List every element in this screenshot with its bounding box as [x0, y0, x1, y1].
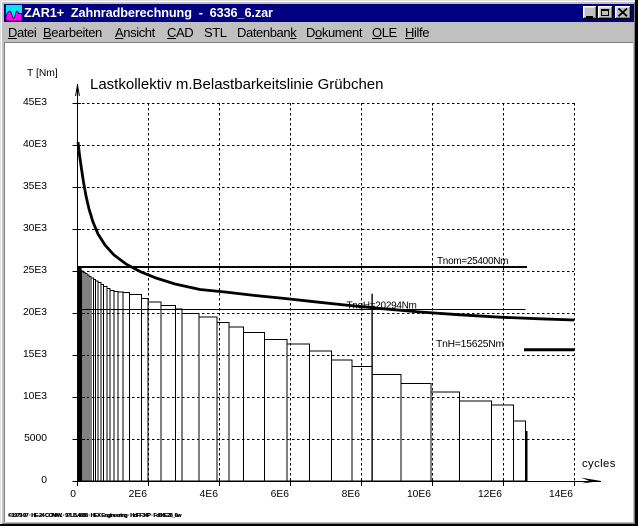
- svg-text:T [Nm]: T [Nm]: [27, 68, 58, 79]
- svg-text:25E3: 25E3: [23, 265, 47, 276]
- svg-text:Lastkollektiv m.Belastbarkeits: Lastkollektiv m.Belastbarkeitslinie Grüb…: [90, 76, 383, 93]
- svg-text:40E3: 40E3: [23, 139, 47, 150]
- svg-text:10E6: 10E6: [407, 489, 431, 500]
- svg-text:cycles: cycles: [582, 458, 616, 470]
- svg-text:Tnom=25400Nm: Tnom=25400Nm: [437, 256, 508, 267]
- svg-text:2E6: 2E6: [129, 489, 148, 500]
- svg-text:TnqH=20294Nm: TnqH=20294Nm: [347, 301, 417, 312]
- svg-text:0: 0: [70, 489, 76, 500]
- svg-text:12E6: 12E6: [478, 489, 502, 500]
- svg-text:5000: 5000: [24, 433, 47, 444]
- svg-text:6E6: 6E6: [271, 489, 290, 500]
- svg-text:45E3: 45E3: [23, 97, 47, 108]
- svg-text:0: 0: [41, 475, 47, 486]
- svg-text:TnH=15625Nm: TnH=15625Nm: [436, 339, 504, 350]
- svg-text:35E3: 35E3: [23, 181, 47, 192]
- svg-text:10E3: 10E3: [23, 391, 47, 402]
- svg-text:30E3: 30E3: [23, 223, 47, 234]
- svg-text:8E6: 8E6: [342, 489, 361, 500]
- svg-text:15E3: 15E3: [23, 349, 47, 360]
- svg-text:4E6: 4E6: [200, 489, 219, 500]
- svg-text:20E3: 20E3: [23, 307, 47, 318]
- svg-text:14E6: 14E6: [549, 489, 573, 500]
